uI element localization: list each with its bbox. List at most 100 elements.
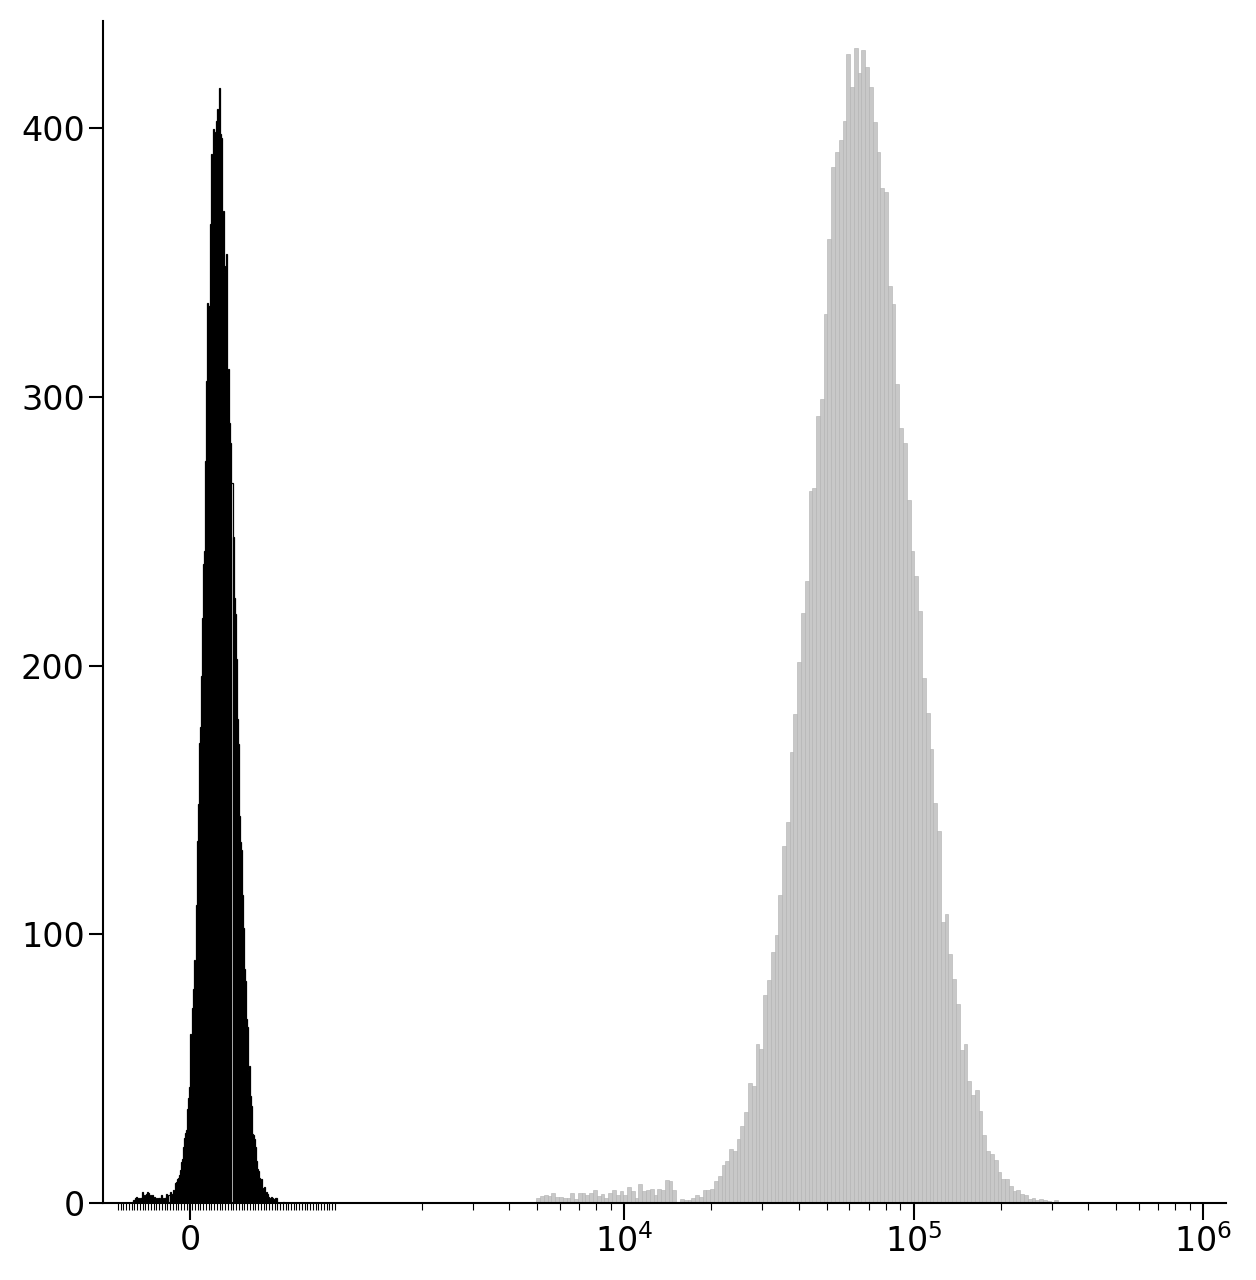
Bar <box>899 428 903 1203</box>
Bar <box>903 443 907 1203</box>
Bar <box>941 922 945 1203</box>
Bar <box>937 831 941 1203</box>
Bar <box>555 1197 559 1203</box>
Bar <box>805 581 809 1203</box>
Bar <box>608 1193 612 1203</box>
Bar <box>737 1139 741 1203</box>
Bar <box>653 1194 657 1203</box>
Bar <box>767 980 771 1203</box>
Bar <box>559 1197 563 1203</box>
Bar <box>764 995 767 1203</box>
Bar <box>801 613 805 1203</box>
Bar <box>782 846 786 1203</box>
Bar <box>642 1192 646 1203</box>
Bar <box>536 1198 540 1203</box>
Bar <box>1024 1194 1027 1203</box>
Bar <box>993 1160 997 1203</box>
Bar <box>722 1165 726 1203</box>
Bar <box>967 1082 971 1203</box>
Bar <box>730 1149 734 1203</box>
Bar <box>952 979 956 1203</box>
Bar <box>574 1199 578 1203</box>
Bar <box>661 1190 664 1203</box>
Bar <box>578 1193 582 1203</box>
Bar <box>926 713 929 1203</box>
Bar <box>760 1048 764 1203</box>
Bar <box>566 1198 570 1203</box>
Bar <box>997 1172 1001 1203</box>
Bar <box>854 47 858 1203</box>
Bar <box>726 1161 730 1203</box>
Bar <box>971 1096 975 1203</box>
Bar <box>847 54 850 1203</box>
Bar <box>948 954 952 1203</box>
Bar <box>816 416 820 1203</box>
Bar <box>695 1196 698 1203</box>
Bar <box>835 152 839 1203</box>
Bar <box>896 384 899 1203</box>
Bar <box>600 1194 604 1203</box>
Bar <box>911 552 914 1203</box>
Bar <box>892 305 896 1203</box>
Bar <box>986 1151 990 1203</box>
Bar <box>544 1194 548 1203</box>
Bar <box>956 1004 960 1203</box>
Bar <box>865 67 869 1203</box>
Bar <box>775 934 779 1203</box>
Bar <box>1009 1185 1012 1203</box>
Bar <box>548 1197 551 1203</box>
Bar <box>589 1193 593 1203</box>
Bar <box>771 952 775 1203</box>
Bar <box>713 1181 718 1203</box>
Bar <box>798 663 801 1203</box>
Bar <box>745 1112 749 1203</box>
Bar <box>831 168 835 1203</box>
Bar <box>877 151 880 1203</box>
Bar <box>649 1189 653 1203</box>
Bar <box>869 87 873 1203</box>
Bar <box>585 1194 589 1203</box>
Bar <box>1005 1179 1009 1203</box>
Bar <box>687 1199 691 1203</box>
Bar <box>960 1051 963 1203</box>
Bar <box>809 490 813 1203</box>
Bar <box>820 398 824 1203</box>
Bar <box>1012 1192 1016 1203</box>
Bar <box>646 1190 649 1203</box>
Bar <box>657 1189 661 1203</box>
Bar <box>858 73 862 1203</box>
Bar <box>752 1087 756 1203</box>
Bar <box>672 1189 676 1203</box>
Bar <box>627 1188 631 1203</box>
Bar <box>563 1198 566 1203</box>
Bar <box>551 1193 555 1203</box>
Bar <box>922 678 926 1203</box>
Bar <box>623 1194 627 1203</box>
Bar <box>691 1198 695 1203</box>
Bar <box>945 914 948 1203</box>
Bar <box>612 1190 615 1203</box>
Bar <box>1001 1179 1005 1203</box>
Bar <box>978 1111 982 1203</box>
Bar <box>638 1184 642 1203</box>
Bar <box>918 611 922 1203</box>
Bar <box>749 1083 752 1203</box>
Bar <box>1031 1198 1035 1203</box>
Bar <box>734 1151 737 1203</box>
Bar <box>698 1197 702 1203</box>
Bar <box>1042 1199 1046 1203</box>
Bar <box>975 1091 978 1203</box>
Bar <box>1020 1194 1024 1203</box>
Bar <box>1027 1199 1031 1203</box>
Bar <box>990 1155 993 1203</box>
Bar <box>664 1180 668 1203</box>
Bar <box>1035 1199 1039 1203</box>
Bar <box>756 1043 760 1203</box>
Bar <box>683 1199 687 1203</box>
Bar <box>779 896 782 1203</box>
Bar <box>839 140 843 1203</box>
Bar <box>570 1193 574 1203</box>
Bar <box>593 1190 597 1203</box>
Bar <box>668 1180 672 1203</box>
Bar <box>786 822 790 1203</box>
